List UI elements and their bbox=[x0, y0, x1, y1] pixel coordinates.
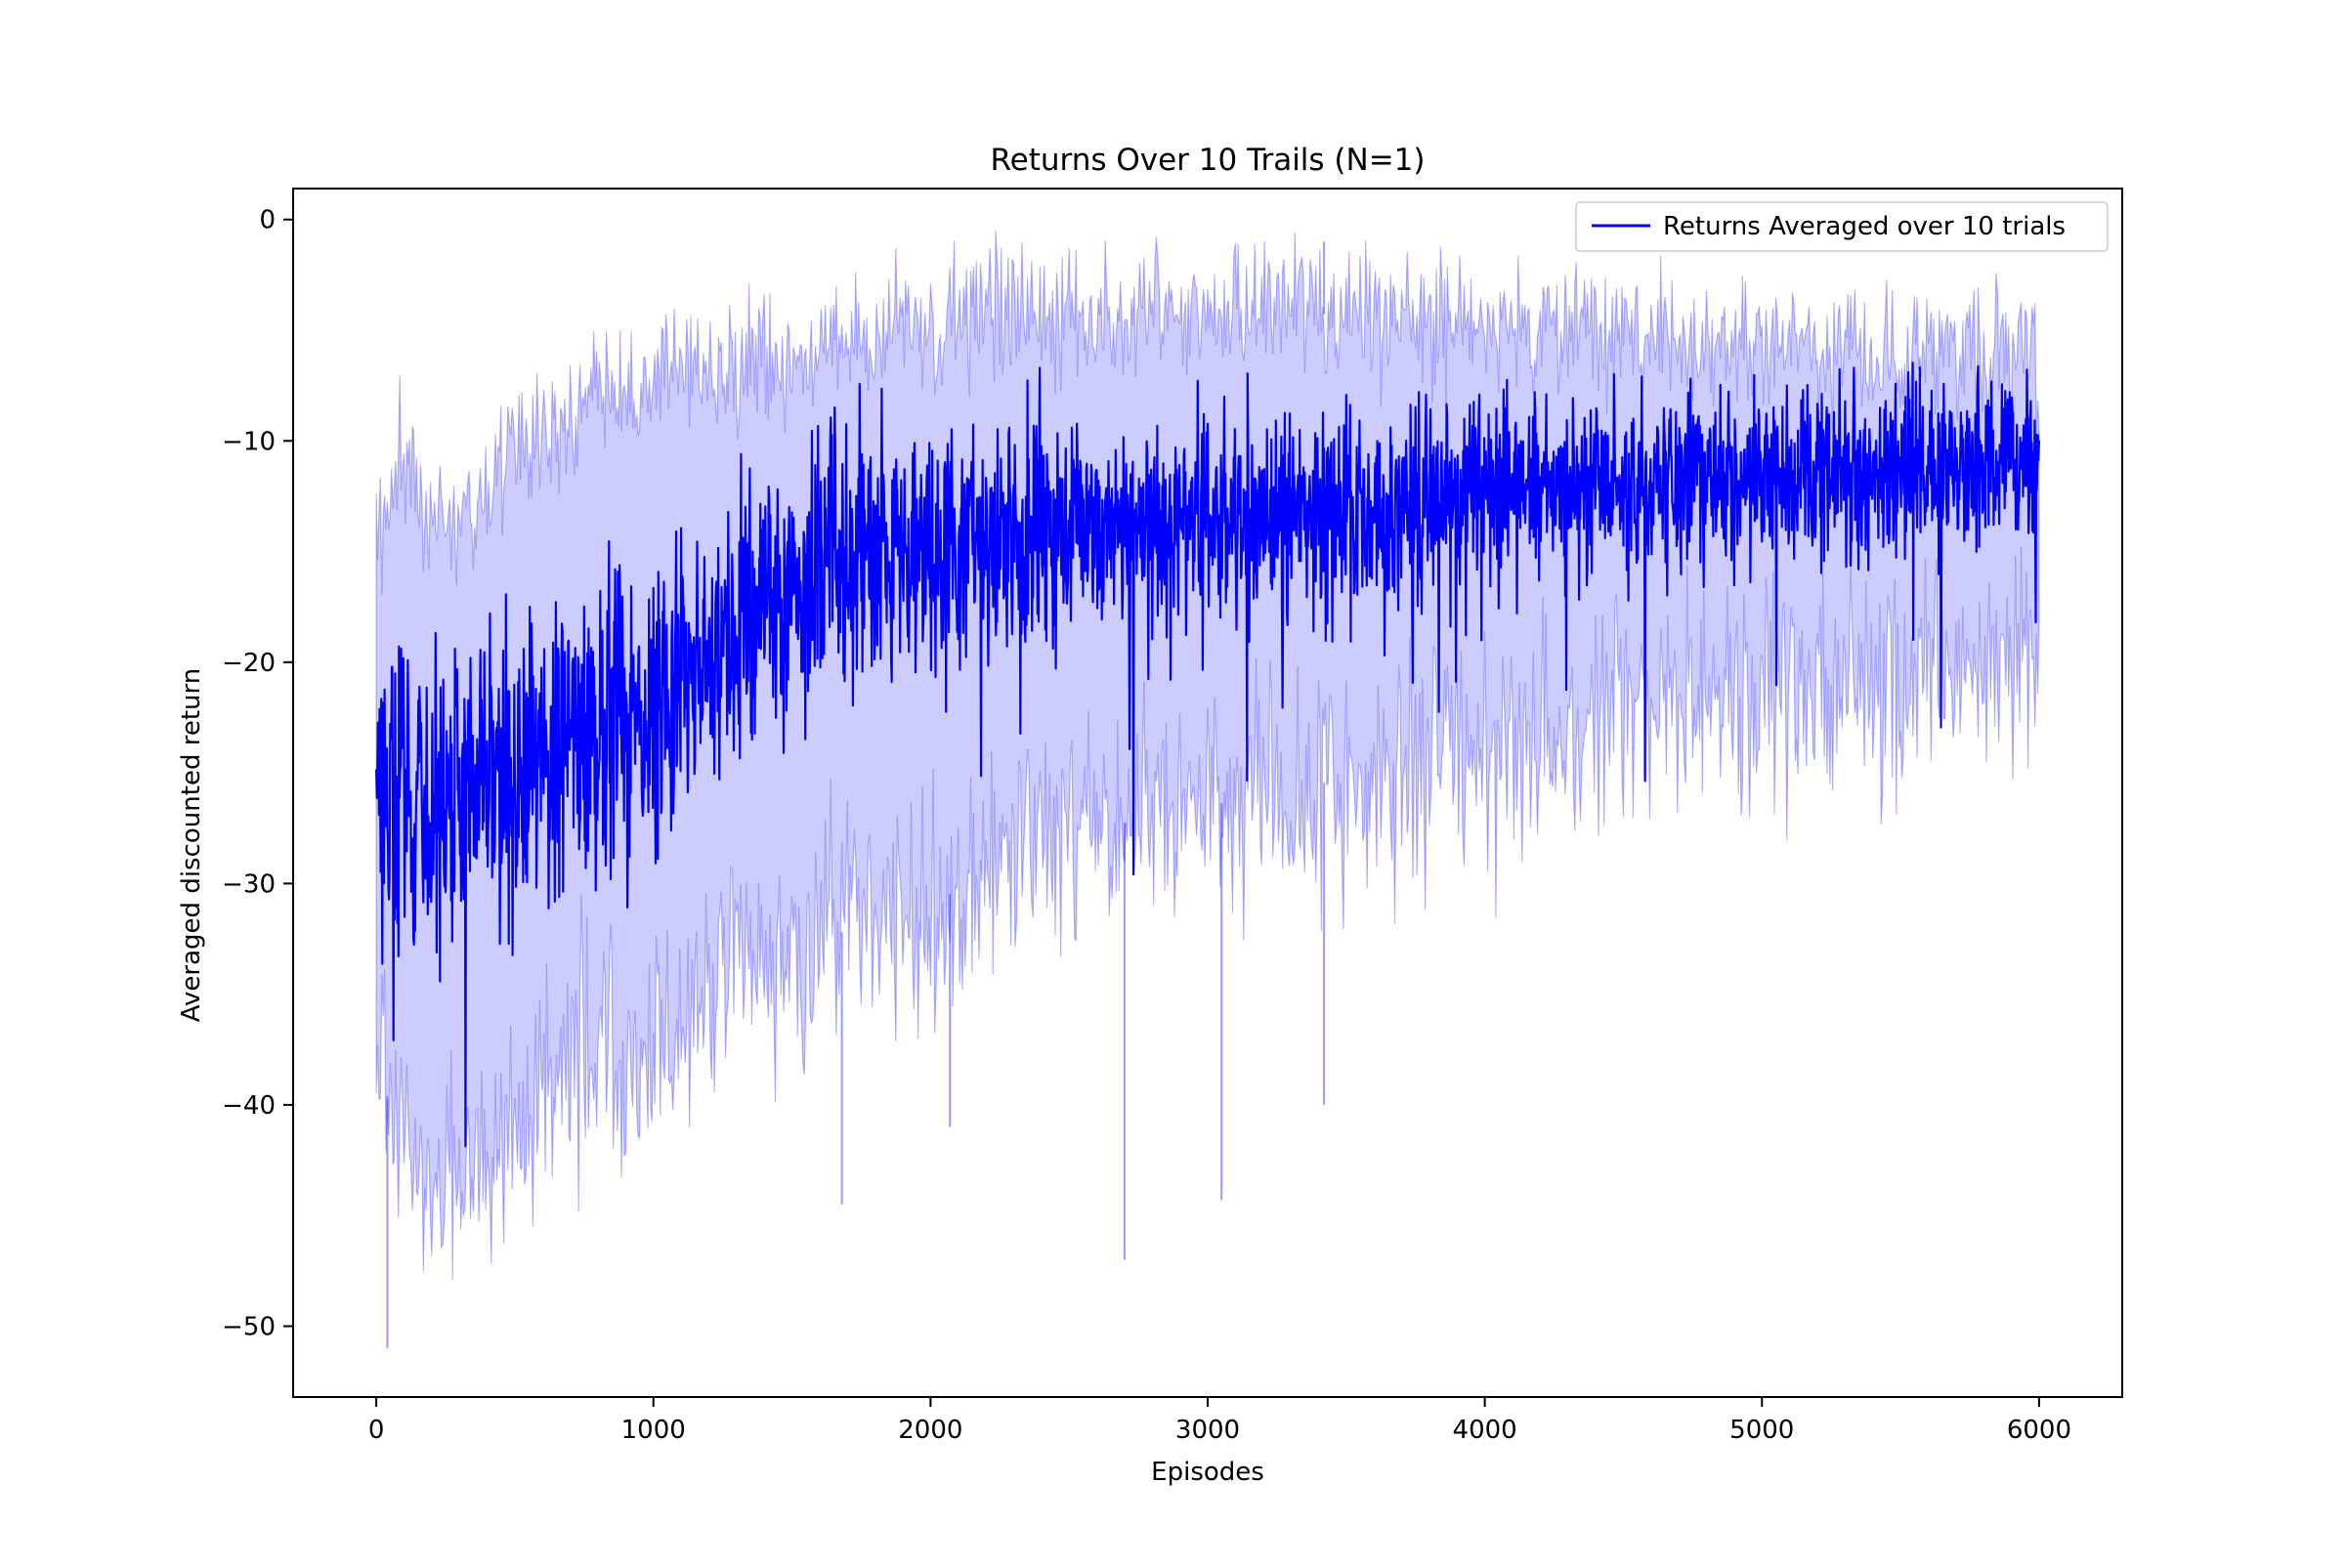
y-tick-label-5: −50 bbox=[222, 1313, 276, 1342]
legend: Returns Averaged over 10 trials bbox=[1575, 201, 2109, 252]
x-tick-label-4: 4000 bbox=[1453, 1416, 1517, 1445]
y-tick-label-1: −10 bbox=[222, 427, 276, 456]
chart-title: Returns Over 10 Trails (N=1) bbox=[990, 143, 1425, 178]
plot-area bbox=[375, 230, 2040, 1349]
y-tick-label-0: 0 bbox=[259, 206, 276, 235]
legend-box bbox=[1575, 201, 2109, 252]
x-tick-label-1: 1000 bbox=[621, 1416, 686, 1445]
x-tick-label-6: 6000 bbox=[2007, 1416, 2071, 1445]
x-tick-label-2: 2000 bbox=[898, 1416, 962, 1445]
y-tick-label-3: −30 bbox=[222, 869, 276, 899]
x-tick-label-0: 0 bbox=[368, 1416, 385, 1445]
y-tick-label-2: −20 bbox=[222, 649, 276, 678]
y-tick-label-4: −40 bbox=[222, 1091, 276, 1121]
x-tick-label-3: 3000 bbox=[1175, 1416, 1240, 1445]
axes: 0 1000 2000 3000 4000 5000 6000 0 −10 −20 −30 −40 −5… bbox=[222, 188, 2123, 1445]
mean-line bbox=[375, 361, 2040, 1148]
x-tick-label-5: 5000 bbox=[1729, 1416, 1794, 1445]
x-axis-label: Episodes bbox=[1151, 1458, 1264, 1487]
legend-label-mean: Returns Averaged over 10 trials bbox=[1663, 212, 2066, 241]
y-axis-label: Averaged discounted return bbox=[177, 668, 206, 1022]
